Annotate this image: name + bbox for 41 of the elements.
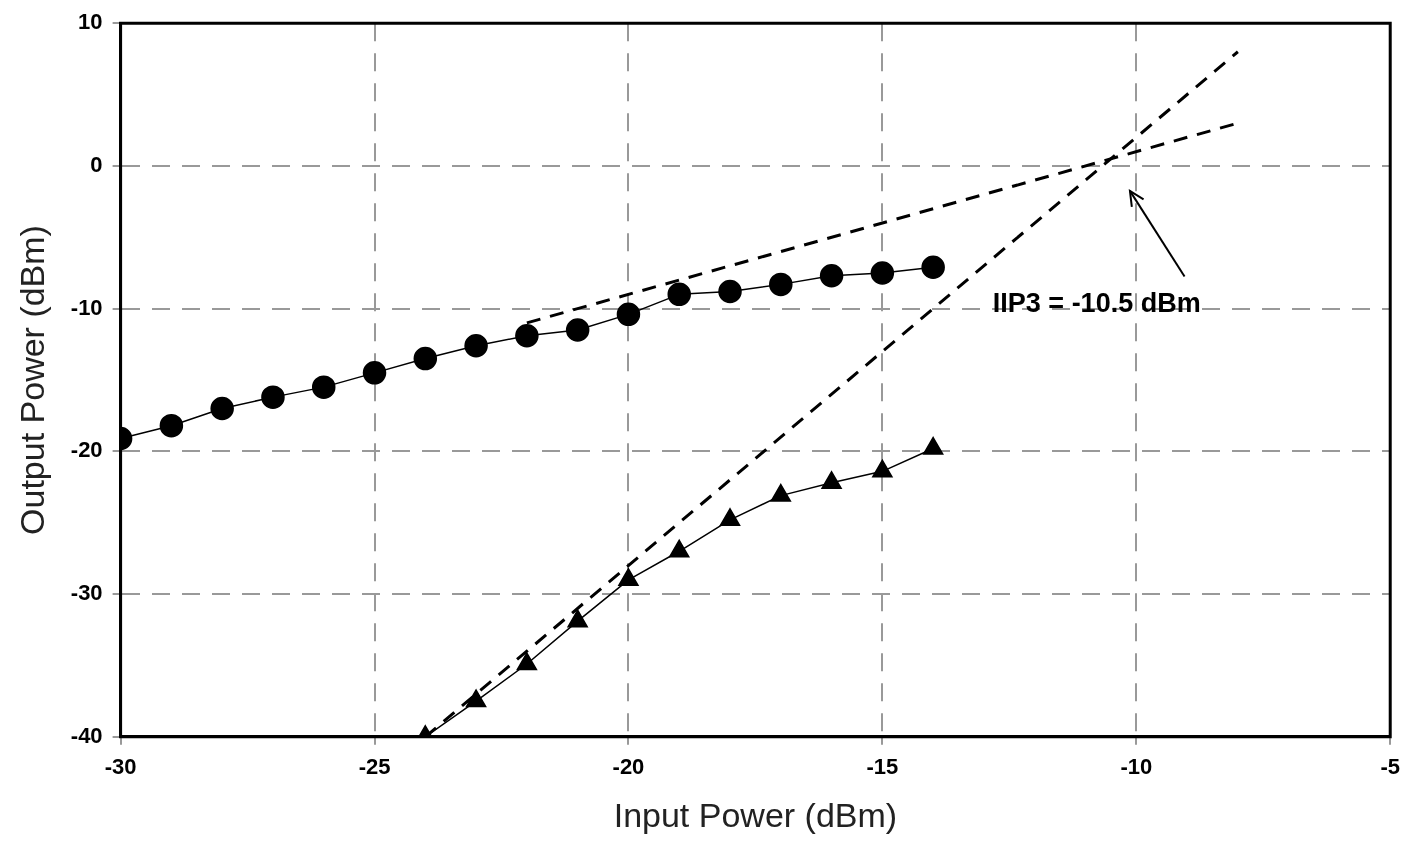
point <box>872 459 893 478</box>
x-axis-title: Input Power (dBm) <box>613 795 898 834</box>
point <box>567 609 588 628</box>
point <box>413 346 438 371</box>
point <box>921 255 945 279</box>
point <box>616 302 641 327</box>
y-tick-label: -30 <box>70 580 103 606</box>
annotation: IIP3 = -10.5 dBm <box>992 287 1201 318</box>
point <box>667 282 691 307</box>
x-tick-label: -5 <box>1380 754 1400 780</box>
x-tick-label: -15 <box>866 754 899 780</box>
y-tick-label: 0 <box>90 151 103 177</box>
point <box>515 324 539 348</box>
x-tick-label: -25 <box>358 754 391 780</box>
point <box>719 508 741 527</box>
point <box>311 375 336 399</box>
y-tick-label: 10 <box>78 9 103 35</box>
point <box>362 361 387 385</box>
point <box>870 261 895 285</box>
point <box>465 689 487 708</box>
point <box>668 539 690 558</box>
point <box>821 471 842 490</box>
point <box>159 413 184 438</box>
point <box>770 483 792 502</box>
point <box>769 272 793 297</box>
x-tick-label: -10 <box>1120 754 1153 780</box>
x-tick-label: -20 <box>612 754 645 780</box>
x-tick-label: -30 <box>104 754 137 780</box>
point <box>718 279 742 304</box>
y-tick-label: -40 <box>70 722 103 748</box>
point <box>516 652 538 671</box>
point <box>618 568 639 587</box>
point <box>922 436 944 455</box>
point <box>210 396 234 421</box>
point <box>464 334 488 358</box>
point <box>565 318 590 342</box>
y-tick-label: -20 <box>70 437 103 463</box>
y-axis-title: Output Power (dBm) <box>12 225 51 535</box>
point <box>819 264 844 288</box>
point <box>261 385 285 409</box>
y-tick-label: -10 <box>70 294 103 320</box>
